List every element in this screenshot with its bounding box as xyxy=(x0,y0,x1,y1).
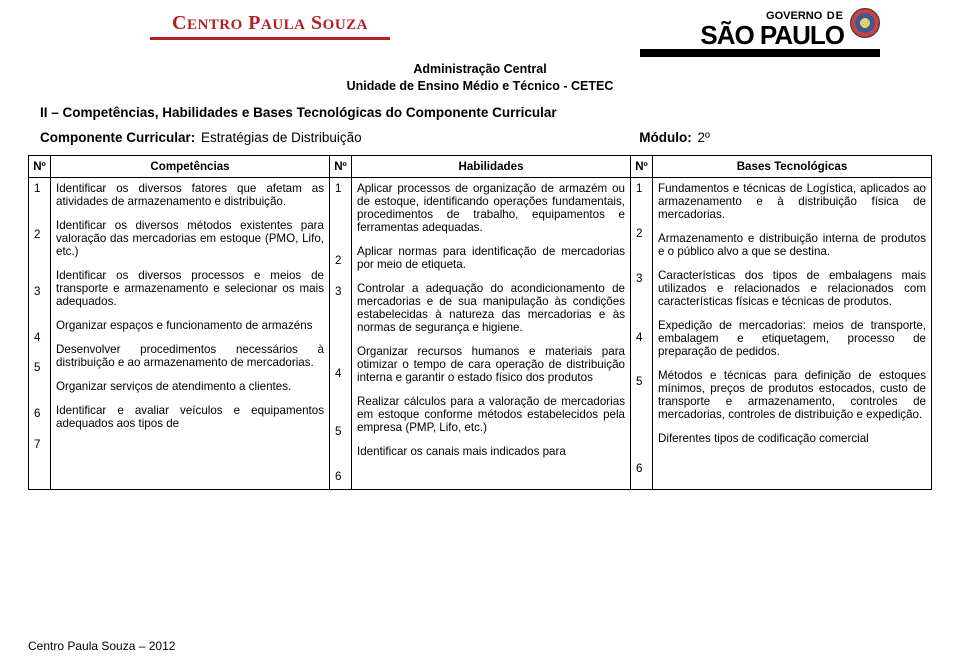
num: 5 xyxy=(335,425,346,440)
hab-item: Realizar cálculos para a valoração de me… xyxy=(357,395,625,434)
th-n3: Nº xyxy=(631,156,653,178)
competencias-nums: 1 2 3 4 5 6 7 xyxy=(29,178,51,490)
coat-of-arms-icon xyxy=(850,8,880,38)
th-n1: Nº xyxy=(29,156,51,178)
num: 4 xyxy=(34,331,45,346)
num: 2 xyxy=(335,254,346,269)
cps-p1: C xyxy=(172,12,187,34)
num: 1 xyxy=(335,182,346,197)
admin-block: Administração Central Unidade de Ensino … xyxy=(0,61,960,95)
base-item: Armazenamento e distribuição interna de … xyxy=(658,232,926,258)
habilidades-text: Aplicar processos de organização de arma… xyxy=(352,178,631,490)
footer: Centro Paula Souza – 2012 xyxy=(28,639,175,653)
th-n2: Nº xyxy=(330,156,352,178)
comp-item: Organizar espaços e funcionamento de arm… xyxy=(56,319,324,332)
num: 4 xyxy=(636,331,647,346)
table-row: 1 2 3 4 5 6 7 Identificar os diversos fa… xyxy=(29,178,932,490)
component-module-row: Componente Curricular: Estratégias de Di… xyxy=(0,126,960,155)
habilidades-nums: 1 2 3 4 5 6 xyxy=(330,178,352,490)
cps-p6: OUZA xyxy=(323,17,368,33)
th-hab: Habilidades xyxy=(352,156,631,178)
base-item: Diferentes tipos de codificação comercia… xyxy=(658,432,926,445)
gov-text: GOVERNO DE SÃO PAULO xyxy=(700,6,844,47)
logo-cps: CENTRO PAULA SOUZA xyxy=(150,12,390,57)
base-item: Expedição de mercadorias: meios de trans… xyxy=(658,319,926,358)
competencias-text: Identificar os diversos fatores que afet… xyxy=(51,178,330,490)
comp-item: Organizar serviços de atendimento a clie… xyxy=(56,380,324,393)
component-label: Componente Curricular: xyxy=(40,130,195,145)
num: 2 xyxy=(636,227,647,242)
comp-item: Identificar os diversos métodos existent… xyxy=(56,219,324,258)
num: 4 xyxy=(335,367,346,382)
num: 5 xyxy=(636,375,647,390)
competencies-table: Nº Competências Nº Habilidades Nº Bases … xyxy=(28,155,932,490)
bases-text: Fundamentos e técnicas de Logística, apl… xyxy=(653,178,932,490)
bases-nums: 1 2 3 4 5 6 xyxy=(631,178,653,490)
num: 3 xyxy=(34,285,45,300)
gov-top: GOVERNO DE SÃO PAULO xyxy=(700,6,880,47)
base-item: Fundamentos e técnicas de Logística, apl… xyxy=(658,182,926,221)
num: 1 xyxy=(34,182,45,197)
cps-p2: ENTRO xyxy=(187,17,243,33)
hab-item: Aplicar normas para identificação de mer… xyxy=(357,245,625,271)
num: 2 xyxy=(34,228,45,243)
logo-gov: GOVERNO DE SÃO PAULO xyxy=(640,6,880,57)
num: 1 xyxy=(636,182,647,197)
th-comp: Competências xyxy=(51,156,330,178)
num: 6 xyxy=(636,462,647,477)
cps-p5: S xyxy=(311,12,323,34)
section-heading: II – Competências, Habilidades e Bases T… xyxy=(0,95,960,126)
num: 6 xyxy=(335,470,346,485)
th-bases: Bases Tecnológicas xyxy=(653,156,932,178)
logo-cps-underline xyxy=(150,37,390,40)
num: 7 xyxy=(34,438,45,453)
comp-item: Identificar e avaliar veículos e equipam… xyxy=(56,404,324,430)
base-item: Métodos e técnicas para definição de est… xyxy=(658,369,926,421)
comp-item: Identificar os diversos fatores que afet… xyxy=(56,182,324,208)
comp-item: Identificar os diversos processos e meio… xyxy=(56,269,324,308)
module-label: Módulo: xyxy=(639,130,691,145)
module-block: Módulo: 2º xyxy=(639,130,920,145)
hab-item: Identificar os canais mais indicados par… xyxy=(357,445,625,458)
hab-item: Aplicar processos de organização de arma… xyxy=(357,182,625,234)
module-value: 2º xyxy=(698,130,710,145)
gov-underline xyxy=(640,49,880,57)
header-logos: CENTRO PAULA SOUZA GOVERNO DE SÃO PAULO xyxy=(0,0,960,57)
hab-item: Organizar recursos humanos e materiais p… xyxy=(357,345,625,384)
hab-item: Controlar a adequação do acondicionament… xyxy=(357,282,625,334)
cps-p3: P xyxy=(248,12,261,34)
num: 3 xyxy=(335,285,346,300)
base-item: Características dos tipos de embalagens … xyxy=(658,269,926,308)
admin-line1: Administração Central xyxy=(0,61,960,78)
component-value: Estratégias de Distribuição xyxy=(201,130,362,145)
table-header-row: Nº Competências Nº Habilidades Nº Bases … xyxy=(29,156,932,178)
num: 3 xyxy=(636,272,647,287)
logo-cps-text: CENTRO PAULA SOUZA xyxy=(172,12,368,35)
num: 5 xyxy=(34,361,45,376)
num: 6 xyxy=(34,407,45,422)
cps-p4: AULA xyxy=(261,17,306,33)
admin-line2: Unidade de Ensino Médio e Técnico - CETE… xyxy=(0,78,960,95)
comp-item: Desenvolver procedimentos necessários à … xyxy=(56,343,324,369)
component-block: Componente Curricular: Estratégias de Di… xyxy=(40,130,362,145)
gov-sp: SÃO PAULO xyxy=(700,24,844,47)
